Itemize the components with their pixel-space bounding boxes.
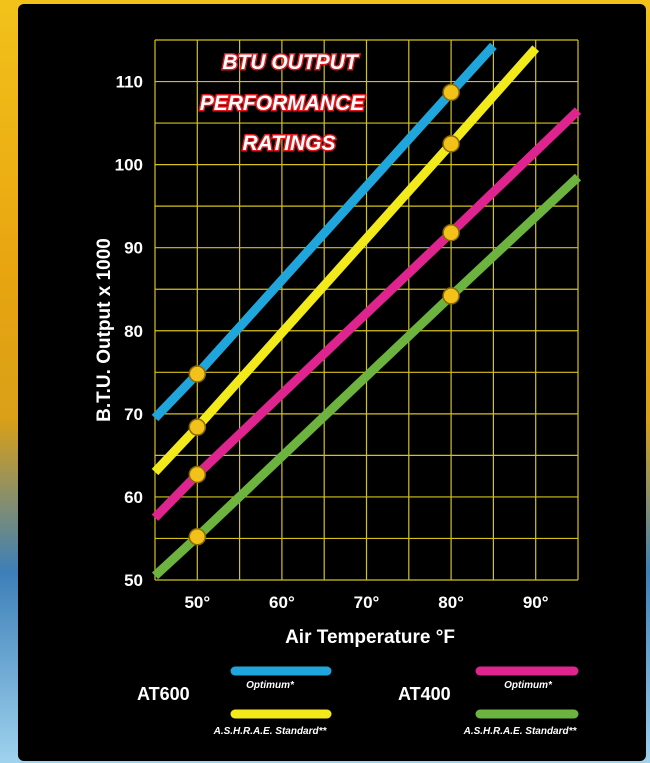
x-tick-label: 60° xyxy=(269,593,295,612)
series-line-at600-ashrae xyxy=(151,45,540,476)
data-point-at600-ashrae xyxy=(188,418,207,436)
x-axis-title: Air Temperature °F xyxy=(285,627,455,648)
data-point-at400-ashrae xyxy=(188,528,207,546)
data-point-at400-ashrae xyxy=(442,287,460,305)
data-point-at400-optimum xyxy=(442,223,460,242)
legend-model-at600: AT600 xyxy=(137,684,190,704)
series-line-at600-optimum xyxy=(151,42,497,422)
chart-title-line-1: BTU OUTPUT xyxy=(222,51,359,74)
y-tick-label: 50 xyxy=(124,571,143,590)
legend-label-at400-optimum: Optimum* xyxy=(504,680,553,691)
y-tick-label: 80 xyxy=(124,322,143,341)
series-line-at400-optimum xyxy=(151,107,582,521)
series-line-at400-ashrae xyxy=(151,173,582,580)
y-tick-label: 110 xyxy=(116,73,143,92)
y-axis-title: B.T.U. Output x 1000 xyxy=(94,238,115,422)
y-tick-label: 60 xyxy=(124,488,143,507)
x-tick-label: 50° xyxy=(184,593,210,612)
x-tick-label: 70° xyxy=(354,593,380,612)
data-point-at600-optimum xyxy=(442,83,460,102)
chart-title-line-3: RATINGS xyxy=(243,132,336,155)
y-tick-label: 70 xyxy=(124,405,143,424)
x-tick-label: 90° xyxy=(523,593,549,612)
x-tick-label: 80° xyxy=(438,593,464,612)
data-point-at400-optimum xyxy=(188,465,207,484)
legend-label-at600-ashrae: A.S.H.R.A.E. Standard** xyxy=(213,726,328,737)
chart-title-line-2: PERFORMANCE xyxy=(200,92,365,115)
y-tick-label: 100 xyxy=(115,156,143,175)
data-point-at600-ashrae xyxy=(442,135,460,153)
legend-label-at400-ashrae: A.S.H.R.A.E. Standard** xyxy=(463,726,578,737)
y-tick-label: 90 xyxy=(124,239,143,258)
data-point-at600-optimum xyxy=(188,365,207,383)
chart-panel xyxy=(18,4,646,761)
legend-label-at600-optimum: Optimum* xyxy=(246,680,295,691)
legend-model-at400: AT400 xyxy=(398,684,451,704)
